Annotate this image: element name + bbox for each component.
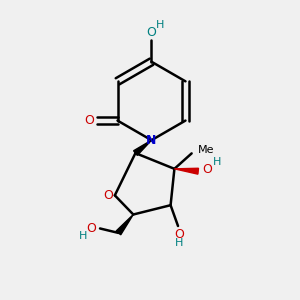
Text: O: O xyxy=(175,228,184,241)
Text: O: O xyxy=(146,26,156,38)
Text: O: O xyxy=(84,114,94,127)
Text: H: H xyxy=(79,231,87,241)
Text: O: O xyxy=(103,189,113,202)
Polygon shape xyxy=(116,214,133,235)
Text: H: H xyxy=(212,157,221,167)
Text: Me: Me xyxy=(198,146,215,155)
Text: O: O xyxy=(202,163,212,176)
Text: N: N xyxy=(146,134,157,147)
Text: H: H xyxy=(156,20,164,30)
Polygon shape xyxy=(174,168,199,174)
Polygon shape xyxy=(134,140,152,155)
Text: O: O xyxy=(86,222,96,235)
Text: H: H xyxy=(175,238,184,248)
